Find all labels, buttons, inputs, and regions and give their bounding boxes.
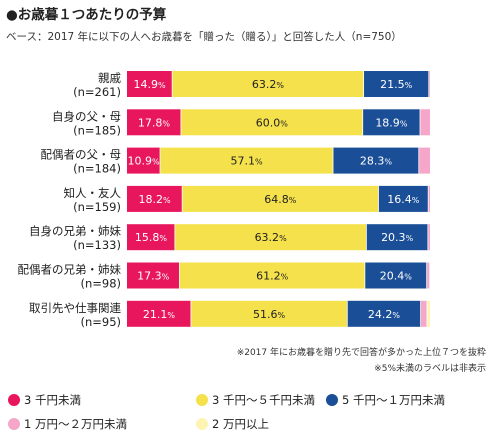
data-label: 14.9% [134, 78, 167, 91]
legend-label: 2 万円以上 [212, 417, 269, 431]
data-label: 17.3% [137, 270, 170, 283]
legend-swatch [326, 394, 338, 406]
bar-segment [333, 147, 419, 174]
legend-label: 3 千円未満 [24, 393, 81, 407]
bar-segment [418, 147, 430, 174]
category-label: 配偶者の兄弟・姉妹 [18, 263, 122, 277]
data-label: 17.8% [138, 116, 171, 129]
data-label: 21.1% [143, 308, 176, 321]
bar-segment [362, 109, 420, 136]
bar-segment [127, 262, 180, 289]
legend-swatch [8, 394, 20, 406]
bar-segment [420, 109, 430, 136]
data-label: 20.3% [381, 231, 414, 244]
data-label: 64.8% [264, 193, 297, 206]
legend-label: 1 万円～２万円未満 [24, 417, 127, 431]
bar-segment [363, 71, 429, 97]
legend-item-under-3k: 3 千円未満 [8, 392, 81, 408]
bar-segment [179, 262, 365, 289]
bar-segment [364, 262, 427, 289]
data-label: 10.9% [127, 155, 160, 168]
bar-segment [160, 147, 334, 174]
category-label: 自身の兄弟・姉妹 [29, 224, 121, 238]
legend-item-10k-20k: 1 万円～２万円未満 [8, 416, 127, 432]
bar-segment [127, 224, 175, 251]
bar-segment [180, 109, 363, 136]
legend-item-5k-10k: 5 千円～１万円未満 [326, 392, 445, 408]
category-label: 知人・友人 [64, 186, 122, 200]
legend-item-3k-5k: 3 千円～５千円未満 [196, 392, 315, 408]
bar-segment [428, 71, 430, 97]
bar-segment [127, 147, 161, 174]
category-label: 親戚 [98, 71, 121, 85]
data-label: 60.0% [256, 116, 289, 129]
bar-segment [428, 185, 430, 212]
data-label: 63.2% [255, 231, 288, 244]
chart-subtitle: ベース：2017 年に以下の人へお歳暮を「贈った（贈る）」と回答した人（n=75… [6, 31, 402, 43]
note-top7: ※2017 年にお歳暮を贈り先で回答が多かった上位７つを抜粋 [236, 348, 486, 358]
data-label: 28.3% [360, 155, 393, 168]
bar-segment [127, 300, 191, 327]
bar-segment [427, 224, 430, 251]
legend-swatch [8, 418, 20, 430]
data-label: 15.8% [135, 231, 168, 244]
data-label: 63.2% [252, 78, 285, 91]
chart-notes: ※2017 年にお歳暮を贈り先で回答が多かった上位７つを抜粋 ※5%未満のラベル… [237, 346, 486, 377]
category-n-label: (n=159) [73, 200, 121, 214]
bar-segment [127, 109, 181, 136]
data-label: 51.6% [253, 308, 286, 321]
category-n-label: (n=261) [73, 85, 121, 99]
data-label: 16.4% [387, 193, 420, 206]
data-label: 61.2% [256, 270, 289, 283]
note-label-threshold: ※5%未満のラベルは非表示 [374, 363, 486, 374]
data-label: 21.5% [380, 78, 413, 91]
category-n-label: (n=185) [73, 123, 121, 137]
category-n-label: (n=184) [73, 162, 121, 176]
bar-segment [172, 71, 364, 97]
legend-label: 3 千円～５千円未満 [212, 393, 315, 407]
legend-swatch [196, 394, 208, 406]
data-label: 20.4% [380, 270, 413, 283]
bar-segment [426, 300, 430, 327]
bar-segment [127, 71, 173, 97]
category-n-label: (n=98) [80, 277, 121, 291]
bar-segment [127, 185, 183, 212]
chart-title: ●お歳暮１つあたりの予算 [6, 7, 167, 23]
bar-segment [426, 262, 430, 289]
bar-segment [174, 224, 367, 251]
bar-segment [378, 185, 429, 212]
data-label: 57.1% [230, 155, 263, 168]
data-label: 24.2% [368, 308, 401, 321]
bar-segment [420, 300, 427, 327]
bar-segment [347, 300, 421, 327]
data-label: 18.9% [375, 116, 408, 129]
legend-swatch [196, 418, 208, 430]
category-label: 自身の父・母 [52, 109, 121, 123]
legend-label: 5 千円～１万円未満 [342, 393, 445, 407]
category-label: 取引先や仕事関連 [29, 301, 121, 315]
data-label: 18.2% [139, 193, 172, 206]
category-n-label: (n=133) [73, 238, 121, 252]
category-n-label: (n=95) [80, 315, 121, 329]
legend-item-over-20k: 2 万円以上 [196, 416, 269, 432]
category-label: 配偶者の父・母 [41, 148, 122, 162]
bar-segment [366, 224, 428, 251]
bar-segment [190, 300, 348, 327]
bar-segment [182, 185, 379, 212]
